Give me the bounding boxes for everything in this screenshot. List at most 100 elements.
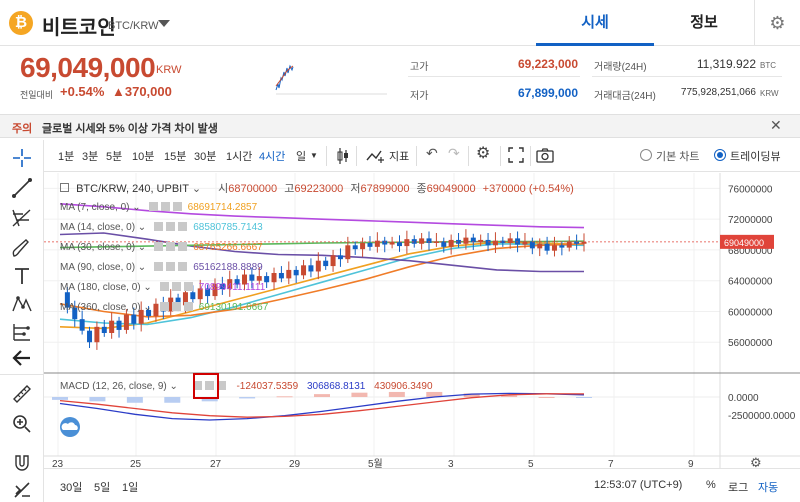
chevron-down-icon[interactable]: ⌄ [129, 202, 141, 213]
interval-1m[interactable]: 1분 [58, 151, 75, 163]
gear-icon[interactable]: ⚙ [476, 145, 491, 162]
interval-1h[interactable]: 1시간 [226, 151, 253, 163]
trendline-icon[interactable] [10, 176, 34, 200]
gear-icon[interactable] [204, 381, 214, 390]
eye-icon[interactable] [159, 282, 169, 291]
close-icon[interactable]: ✕ [770, 117, 782, 133]
magnet-icon[interactable] [10, 452, 34, 476]
price-chart[interactable]: 0.0000 -2500000.0000 76000000 72000000 6800… [44, 173, 800, 502]
ma-legend-row[interactable]: MA (90, close, 0) ⌄ 65162188.8889 [60, 262, 263, 273]
close-icon[interactable] [178, 262, 188, 271]
fib-tool-icon[interactable] [10, 206, 34, 230]
log-toggle[interactable]: 로그 [728, 482, 749, 494]
candle-type-icon[interactable] [336, 147, 350, 165]
coin-name[interactable]: 비트코인 [42, 17, 116, 39]
auto-toggle[interactable]: 자동 [758, 482, 779, 494]
close-icon[interactable] [183, 282, 193, 291]
ma-legend-row[interactable]: MA (14, close, 0) ⌄ 68580785.7143 [60, 222, 263, 233]
chevron-down-icon[interactable]: ⌄ [191, 183, 202, 195]
chart-symbol[interactable]: BTC/KRW, 240, UPBIT [76, 183, 189, 195]
eye-icon[interactable] [154, 222, 164, 231]
ma-legend-row[interactable]: MA (180, close, 0) ⌄ 70899411.1111 [60, 282, 265, 293]
gear-icon[interactable] [171, 302, 181, 311]
chevron-down-icon[interactable]: ⌄ [135, 262, 147, 273]
close-icon[interactable] [178, 242, 188, 251]
gear-icon[interactable]: ⚙ [754, 0, 800, 46]
ma-legend-name[interactable]: MA (14, close, 0) [60, 222, 136, 233]
brush-icon[interactable] [10, 236, 34, 260]
chevron-down-icon[interactable]: ⌄ [135, 242, 147, 253]
collapse-icon[interactable] [60, 183, 69, 192]
candle-body [419, 238, 425, 244]
interval-15m[interactable]: 15분 [164, 151, 187, 163]
crosshair-icon[interactable] [10, 146, 34, 170]
gear-icon[interactable] [166, 262, 176, 271]
eye-icon[interactable] [148, 202, 158, 211]
coin-pair[interactable]: BTC/KRW [108, 20, 159, 32]
undo-icon[interactable]: ↶ [426, 145, 438, 161]
interval-5m[interactable]: 5분 [106, 151, 123, 163]
chevron-down-icon[interactable]: ⌄ [140, 282, 152, 293]
ma-line [59, 232, 584, 273]
hide-drawings-icon[interactable] [10, 478, 34, 502]
candle-body [323, 260, 329, 267]
close-icon[interactable] [178, 222, 188, 231]
chevron-down-icon[interactable]: ⌄ [140, 302, 152, 313]
text-tool-icon[interactable] [10, 264, 34, 288]
arrow-left-icon[interactable] [10, 346, 34, 370]
ma-legend-row[interactable]: MA (360, close, 0) ⌄ 69130191.6667 [60, 302, 268, 313]
pattern-tool-icon[interactable] [10, 292, 34, 316]
camera-icon[interactable] [536, 147, 554, 163]
ma-legend-name[interactable]: MA (7, close, 0) [60, 202, 130, 213]
macd-name[interactable]: MACD (12, 26, close, 9) [60, 381, 167, 392]
ma-legend-name[interactable]: MA (30, close, 0) [60, 242, 136, 253]
percent-toggle[interactable]: % [706, 479, 716, 491]
interval-3m[interactable]: 3분 [82, 151, 99, 163]
eye-icon[interactable] [159, 302, 169, 311]
cloud-icon[interactable] [57, 417, 83, 437]
gear-icon[interactable] [166, 242, 176, 251]
close-icon[interactable] [183, 302, 193, 311]
eye-icon[interactable] [154, 242, 164, 251]
gear-icon[interactable] [160, 202, 170, 211]
radio-basic-chart[interactable] [640, 149, 652, 161]
gear-icon[interactable] [171, 282, 181, 291]
tab-info[interactable]: 정보 [690, 14, 718, 31]
indicator-icon[interactable] [366, 148, 386, 164]
range-5d[interactable]: 5일 [94, 482, 111, 494]
chevron-down-icon[interactable]: ⌄ [135, 222, 147, 233]
radio-tradingview[interactable] [714, 149, 726, 161]
eye-icon[interactable] [154, 262, 164, 271]
chevron-down-icon[interactable] [158, 20, 170, 27]
warning-notice: 주의 글로벌 시세와 5% 이상 가격 차이 발생 ✕ [0, 114, 800, 138]
close-icon[interactable] [216, 381, 226, 390]
interval-day[interactable]: 일 [296, 151, 307, 163]
chevron-down-icon[interactable]: ⌄ [169, 381, 178, 392]
ma-legend-row[interactable]: MA (30, close, 0) ⌄ 68765266.6667 [60, 242, 263, 253]
indicator-label[interactable]: 지표 [389, 151, 410, 163]
tab-quote[interactable]: 시세 [536, 0, 654, 46]
candle-body [138, 309, 144, 324]
forecast-tool-icon[interactable] [10, 320, 34, 344]
ma-legend-name[interactable]: MA (180, close, 0) [60, 282, 141, 293]
range-30d[interactable]: 30일 [60, 482, 83, 494]
mode-basic-label[interactable]: 기본 차트 [656, 151, 700, 163]
close-icon[interactable] [172, 202, 182, 211]
interval-4h[interactable]: 4시간 [259, 151, 286, 163]
eye-icon[interactable] [192, 381, 202, 390]
interval-30m[interactable]: 30분 [194, 151, 217, 163]
ma-legend-name[interactable]: MA (360, close, 0) [60, 302, 141, 313]
ma-legend-name[interactable]: MA (90, close, 0) [60, 262, 136, 273]
chevron-down-icon[interactable]: ▼ [310, 151, 318, 160]
gear-icon[interactable] [166, 222, 176, 231]
ruler-icon[interactable] [10, 382, 34, 406]
ma-legend-row[interactable]: MA (7, close, 0) ⌄ 68691714.2857 [60, 202, 257, 213]
range-1d[interactable]: 1일 [122, 482, 139, 494]
fullscreen-icon[interactable] [508, 147, 524, 163]
mode-trading-label[interactable]: 트레이딩뷰 [730, 151, 781, 163]
zoom-in-icon[interactable] [10, 412, 34, 436]
time-tick-label: 27 [210, 459, 222, 470]
interval-10m[interactable]: 10분 [132, 151, 155, 163]
macd-histogram-bar [351, 392, 368, 397]
redo-icon[interactable]: ↷ [448, 145, 460, 161]
